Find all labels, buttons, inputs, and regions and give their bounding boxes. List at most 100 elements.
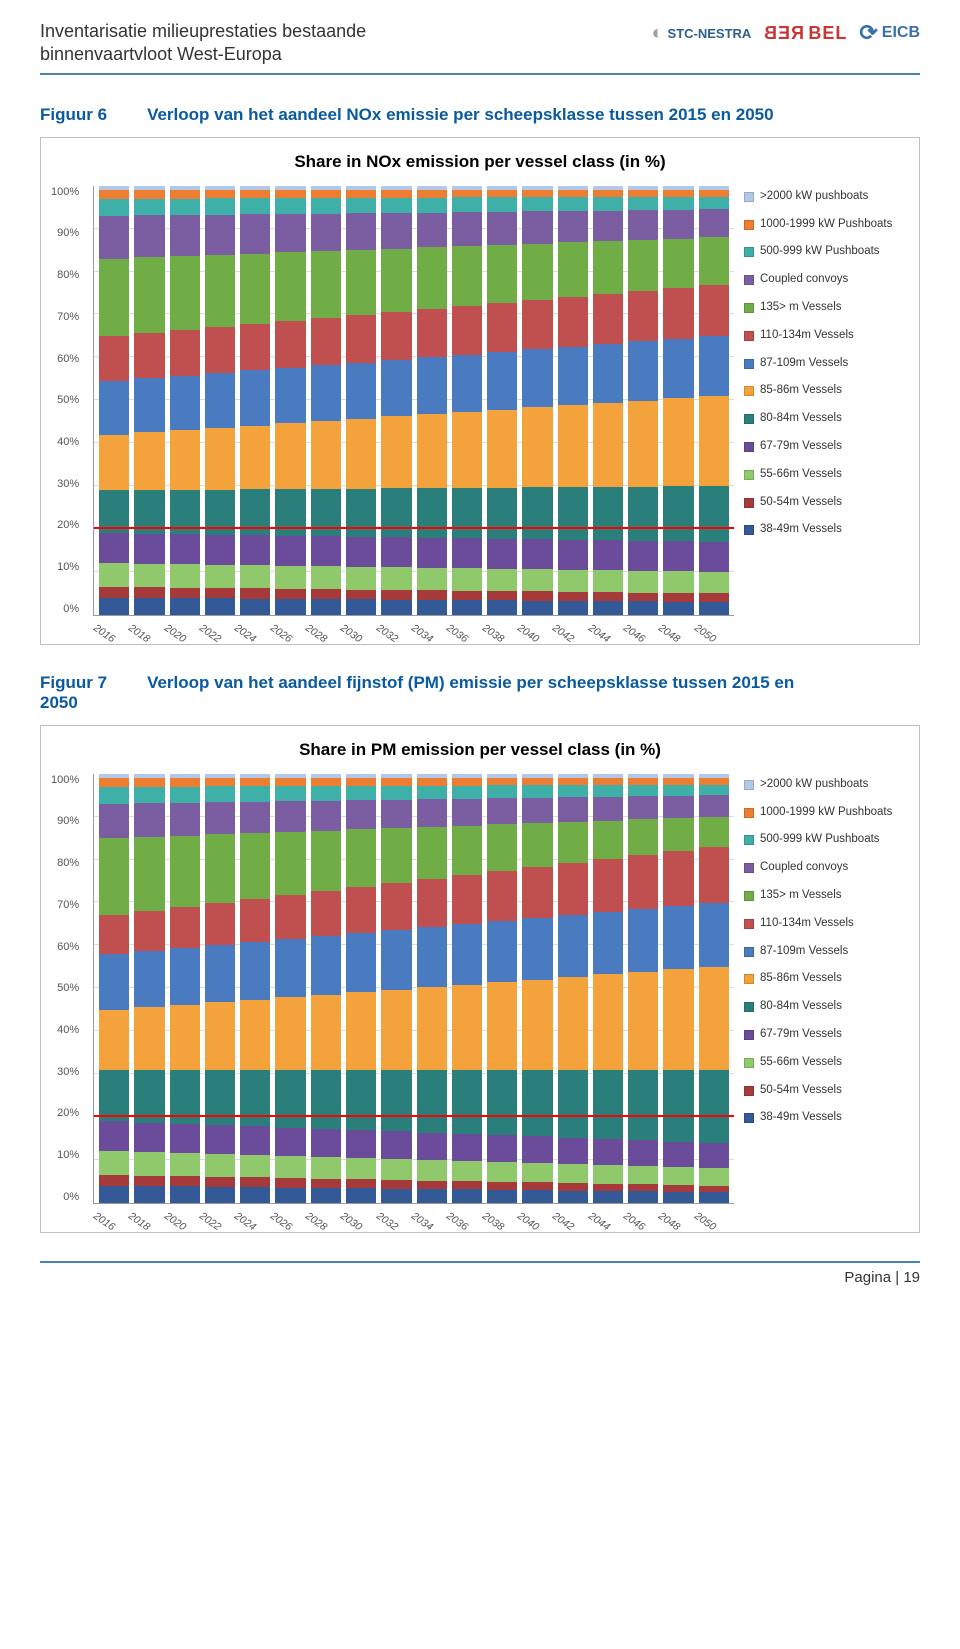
segment-80-84m (699, 1070, 729, 1143)
segment-85-86m (452, 985, 482, 1070)
legend-item: 67-79m Vessels (744, 1028, 909, 1042)
legend-swatch (744, 947, 754, 957)
segment-80-84m (558, 1070, 588, 1138)
segment-Coupled (205, 215, 235, 255)
segment-1000-1999 (452, 778, 482, 785)
segment-1000-1999 (99, 778, 129, 787)
segment-135>m (522, 244, 552, 300)
segment-50-54m (134, 587, 164, 598)
segment-135>m (558, 242, 588, 296)
segment-87-109m (558, 347, 588, 406)
x-tick: 2048 (657, 1210, 689, 1237)
segment-87-109m (134, 951, 164, 1007)
segment-500-999 (452, 197, 482, 212)
segment-80-84m (487, 488, 517, 539)
segment-110-134m (487, 871, 517, 921)
legend-label: 1000-1999 kW Pushboats (760, 218, 892, 232)
segment-Coupled (663, 796, 693, 818)
segment-135>m (452, 246, 482, 306)
segment-500-999 (663, 197, 693, 210)
segment-85-86m (170, 1005, 200, 1070)
segment-1000-1999 (487, 190, 517, 197)
segment-Coupled (628, 796, 658, 819)
segment-67-79m (346, 1130, 376, 1158)
segment-110-134m (205, 327, 235, 373)
segment-135>m (522, 823, 552, 867)
y-tick: 70% (57, 311, 79, 323)
x-tick: 2028 (303, 1210, 335, 1237)
segment-135>m (346, 829, 376, 887)
segment-50-54m (275, 1178, 305, 1187)
x-tick: 2020 (162, 622, 194, 649)
legend-item: 80-84m Vessels (744, 412, 909, 426)
segment-135>m (663, 818, 693, 851)
segment-80-84m (522, 1070, 552, 1137)
legend-label: 55-66m Vessels (760, 1056, 842, 1070)
segment-135>m (663, 239, 693, 288)
segment-67-79m (452, 1134, 482, 1162)
segment-1000-1999 (593, 778, 623, 785)
x-tick: 2018 (127, 1210, 159, 1237)
segment-Coupled (487, 798, 517, 824)
legend-swatch (744, 498, 754, 508)
chart-bar (663, 186, 693, 615)
segment-55-66m (275, 1156, 305, 1178)
legend-label: 110-134m Vessels (760, 917, 854, 931)
segment-55-66m (522, 569, 552, 591)
segment-55-66m (346, 1158, 376, 1179)
segment-50-54m (663, 593, 693, 602)
segment-50-54m (170, 588, 200, 598)
segment-135>m (205, 255, 235, 327)
x-tick: 2024 (233, 1210, 265, 1237)
legend-label: 80-84m Vessels (760, 1000, 842, 1014)
chart-bar (205, 186, 235, 615)
x-tick: 2026 (268, 622, 300, 649)
segment-110-134m (99, 336, 129, 381)
chart2-plot (93, 774, 734, 1204)
segment-67-79m (346, 537, 376, 567)
segment-85-86m (170, 430, 200, 490)
segment-1000-1999 (558, 190, 588, 197)
segment-110-134m (558, 297, 588, 347)
segment-87-109m (240, 942, 270, 1000)
x-tick: 2030 (339, 1210, 371, 1237)
chart1-yaxis: 100%90%80%70%60%50%40%30%20%10%0% (51, 186, 83, 616)
rebel-logo: REBBEL (763, 23, 847, 44)
segment-80-84m (699, 486, 729, 542)
segment-50-54m (417, 1181, 447, 1189)
segment-Coupled (311, 214, 341, 252)
legend-swatch (744, 359, 754, 369)
segment-135>m (170, 836, 200, 908)
segment-87-109m (628, 909, 658, 972)
stc-nestra-text: STC-NESTRA (668, 26, 752, 41)
chart-bar (452, 186, 482, 615)
segment-135>m (628, 819, 658, 855)
segment-50-54m (663, 1185, 693, 1192)
segment-67-79m (699, 1143, 729, 1169)
chart-bar (593, 186, 623, 615)
chart-bar (593, 774, 623, 1203)
segment-55-66m (487, 569, 517, 591)
segment-55-66m (346, 567, 376, 590)
x-tick: 2036 (445, 1210, 477, 1237)
segment-135>m (240, 833, 270, 899)
legend-label: 38-49m Vessels (760, 1111, 842, 1125)
segment-80-84m (628, 1070, 658, 1140)
segment-Coupled (417, 213, 447, 248)
doc-title-line1: Inventarisatie milieuprestaties bestaand… (40, 20, 366, 43)
x-tick: 2050 (692, 1210, 724, 1237)
segment-38-49m (205, 1187, 235, 1203)
segment-87-109m (275, 939, 305, 997)
segment-87-109m (593, 912, 623, 975)
segment-85-86m (628, 401, 658, 487)
segment-80-84m (381, 1070, 411, 1132)
segment-50-54m (522, 1182, 552, 1190)
x-tick: 2042 (551, 1210, 583, 1237)
segment-110-134m (522, 867, 552, 918)
segment-500-999 (170, 787, 200, 803)
chart1-bars (94, 186, 734, 615)
segment-500-999 (699, 785, 729, 796)
segment-55-66m (593, 570, 623, 592)
segment-500-999 (558, 785, 588, 797)
segment-67-79m (487, 539, 517, 569)
